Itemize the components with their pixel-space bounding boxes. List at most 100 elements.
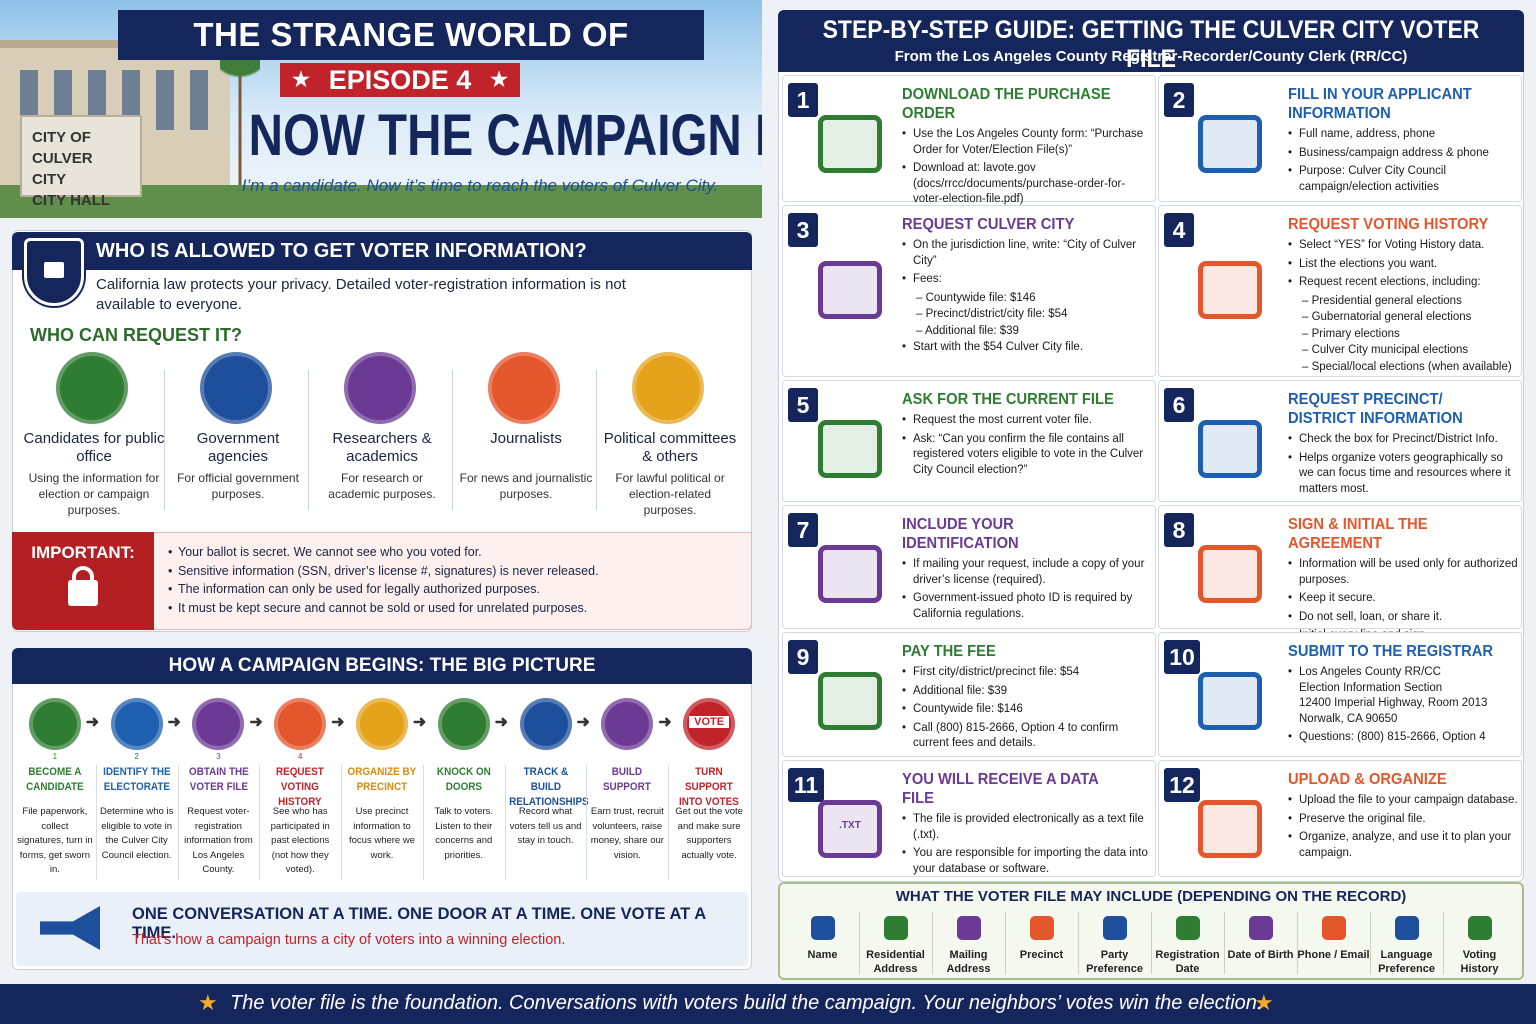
step-list: Los Angeles County RR/CC Election Inform… <box>1288 665 1518 749</box>
field-label: Phone / Email <box>1297 949 1370 961</box>
step-icon <box>818 545 882 603</box>
step-line: Request the most current voter file. <box>902 413 1148 429</box>
step-line: – Gubernatorial general elections <box>1302 311 1472 323</box>
field-label: Residential Address <box>866 949 925 975</box>
who-subtitle: WHO CAN REQUEST IT? <box>30 325 242 345</box>
sign-line: CITY HALL <box>32 192 111 209</box>
group-desc: For lawful political or election-related… <box>615 471 725 517</box>
step-line: Government-issued photo ID is required b… <box>902 591 1148 622</box>
field-icon <box>1102 916 1127 940</box>
step-line: Request recent elections, including: <box>1288 275 1518 291</box>
step-desc: Earn trust, recruit volunteers, raise mo… <box>590 806 664 861</box>
field-label: Registration Date <box>1155 949 1220 975</box>
step-icon <box>818 672 882 730</box>
step-title: FILL IN YOUR APPLICANT INFORMATION <box>1288 86 1472 122</box>
important-item: Your ballot is secret. We cannot see who… <box>168 545 748 559</box>
step-line: Keep it secure. <box>1288 591 1518 607</box>
step-icon <box>818 115 882 173</box>
divider <box>1297 912 1298 974</box>
group-name: Journalists <box>490 430 562 447</box>
slogan-sub: That’s how a campaign turns a city of vo… <box>132 932 566 948</box>
step-badge: 7 <box>788 513 818 547</box>
divider <box>596 370 597 510</box>
headline: NOW THE CAMPAIGN BEGINS <box>248 103 762 168</box>
step-line: Helps organize voters geographically so … <box>1288 451 1518 498</box>
arrow: ➜ <box>167 714 181 731</box>
step-name: IDENTIFY THE ELECTORATE <box>102 766 171 793</box>
group-icon <box>344 352 416 424</box>
step-line: Download at: lavote.gov (docs/rrcc/docum… <box>902 161 1148 208</box>
arrow: ➜ <box>494 714 509 731</box>
step-badge: 10 <box>1164 640 1200 674</box>
step-desc: Record what voters tell us and stay in t… <box>509 806 582 846</box>
divider <box>341 765 343 880</box>
lock-shackle <box>72 566 94 586</box>
arrow: ➜ <box>658 714 672 731</box>
field-label: Mailing Address <box>946 949 991 975</box>
step-name: KNOCK ON DOORS <box>436 766 491 793</box>
divider <box>95 765 97 880</box>
field-icon <box>1467 916 1492 940</box>
step-list: Select “YES” for Voting History data. Lis… <box>1288 238 1518 376</box>
field-icon <box>810 916 835 940</box>
step-icon <box>1198 672 1262 730</box>
divider <box>932 912 933 974</box>
group-icon <box>200 352 272 424</box>
sign: CITY OF CULVER CITY CITY HALL <box>20 115 142 209</box>
footer-text: The voter file is the foundation. Conver… <box>230 992 1263 1014</box>
step-badge: 12 <box>1164 768 1200 802</box>
step-line: Preserve the original file. <box>1288 812 1518 828</box>
step-icon <box>437 698 490 750</box>
group-icon <box>632 352 704 424</box>
step-title: REQUEST PRECINCT/ DISTRICT INFORMATION <box>1288 391 1463 427</box>
divider <box>1443 912 1444 974</box>
step-icon <box>1198 261 1262 319</box>
slogan: ONE CONVERSATION AT A TIME. ONE DOOR AT … <box>132 905 706 942</box>
window <box>156 70 174 130</box>
field-label: Name <box>807 949 838 961</box>
step-name: TURN SUPPORT INTO VOTES <box>679 766 739 808</box>
step-icon <box>1198 800 1262 858</box>
step-title: YOU WILL RECEIVE A DATA FILE <box>902 771 1099 807</box>
field-label: Party Preference <box>1086 949 1143 975</box>
star: ★ <box>490 69 508 91</box>
guide-subtitle: From the Los Angeles County Registrar-Re… <box>894 48 1408 65</box>
step-icon <box>356 698 408 750</box>
step-line: Los Angeles County RR/CC Election Inform… <box>1288 665 1518 727</box>
step-line: Check the box for Precinct/District Info… <box>1288 432 1518 448</box>
divider <box>1224 912 1225 974</box>
step-line: Use the Los Angeles County form: “Purcha… <box>902 127 1148 158</box>
icon-label: .TXT <box>839 820 861 831</box>
step-line: – Primary elections <box>1302 327 1400 340</box>
step-badge: 2 <box>1164 83 1194 117</box>
arrow: ➜ <box>331 714 345 731</box>
step-icon <box>1198 545 1262 603</box>
step-line: Full name, address, phone <box>1288 127 1518 143</box>
step-name: BUILD SUPPORT <box>603 766 652 793</box>
step-icon <box>601 698 654 750</box>
guide-title: STEP-BY-STEP GUIDE: GETTING THE CULVER C… <box>822 16 1480 73</box>
step-title: REQUEST CULVER CITY <box>902 216 1075 233</box>
step-badge: 11 <box>788 768 824 802</box>
field-icon <box>1029 916 1054 940</box>
step-line: Upload the file to your campaign databas… <box>1288 793 1518 809</box>
step-icon <box>28 698 81 750</box>
step-list: The file is provided electronically as a… <box>902 812 1148 880</box>
step-line: Business/campaign address & phone <box>1288 146 1518 162</box>
field-label: Language Preference <box>1378 949 1435 975</box>
group-desc: For official government purposes. <box>177 471 299 501</box>
step-line: – Culver City municipal elections <box>1302 344 1469 356</box>
arrow: ➜ <box>576 714 590 731</box>
step-icon <box>274 698 327 750</box>
divider <box>164 370 165 510</box>
field-icon <box>883 916 908 940</box>
divider <box>1370 912 1371 974</box>
step-desc: Determine who is eligible to vote in the… <box>99 806 174 861</box>
divider <box>668 765 670 880</box>
field-icon <box>956 916 981 940</box>
step-icon <box>192 698 245 750</box>
sign-line: CULVER CITY <box>32 150 93 188</box>
step-line: – Special/local elections (when availabl… <box>1302 360 1512 373</box>
step-line: Do not sell, loan, or share it. <box>1288 610 1518 626</box>
